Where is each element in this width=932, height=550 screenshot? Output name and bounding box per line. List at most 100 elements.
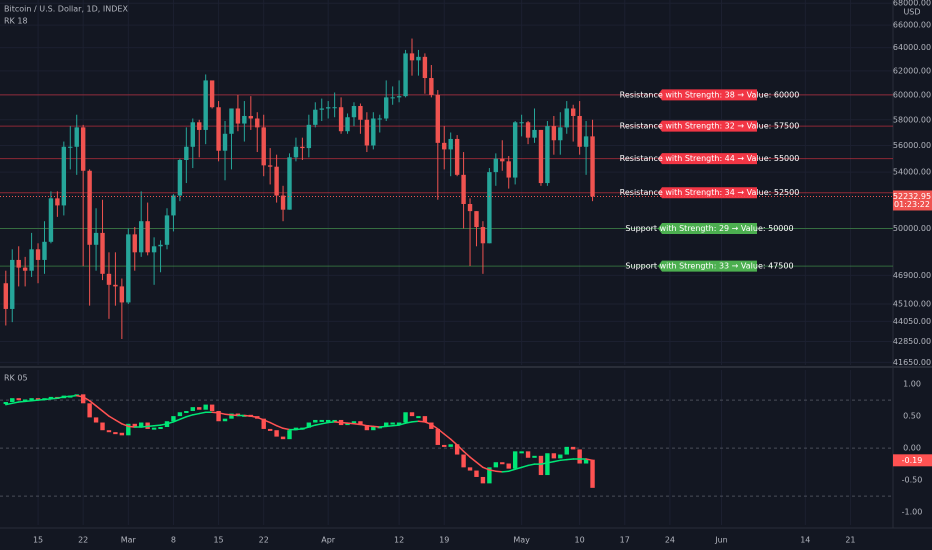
signal-line xyxy=(353,423,362,426)
candle-body xyxy=(435,94,440,143)
signal-line xyxy=(275,424,284,430)
currency-label: USD xyxy=(903,8,920,17)
oscillator-bar xyxy=(558,454,563,459)
signal-line xyxy=(301,426,310,430)
candle-body xyxy=(255,118,260,128)
level-label: Resistance with Strength: 44 → Value: 55… xyxy=(620,154,800,163)
oscillator-bar xyxy=(93,417,99,423)
candle-body xyxy=(197,122,202,130)
signal-line xyxy=(430,423,439,430)
signal-line xyxy=(224,413,233,416)
candle-body xyxy=(93,232,99,245)
oscillator-bar xyxy=(139,422,144,428)
symbol-title[interactable]: Bitcoin / U.S. Dollar, 1D, INDEX xyxy=(4,5,128,14)
signal-line xyxy=(269,421,278,427)
candle-body xyxy=(42,241,47,260)
oscillator-bar xyxy=(422,416,428,423)
candle-body xyxy=(261,127,266,166)
candle-body xyxy=(235,108,241,124)
signal-line xyxy=(75,394,84,398)
oscillator-bar xyxy=(10,398,15,403)
x-tick-label: May xyxy=(513,536,530,545)
candle-body xyxy=(229,108,234,134)
candle-body xyxy=(74,127,79,147)
signal-line xyxy=(5,402,14,406)
oscillator-bar xyxy=(454,444,460,455)
candle-body xyxy=(551,126,557,141)
oscillator-bar xyxy=(429,422,434,429)
oscillator-bar xyxy=(306,422,312,428)
signal-line xyxy=(30,399,39,402)
oscillator-bar xyxy=(570,446,576,450)
candle-body xyxy=(293,146,299,158)
oscillator-bar xyxy=(280,436,286,440)
candle-body xyxy=(100,232,105,274)
signal-line xyxy=(108,415,117,421)
oscillator-bar xyxy=(416,416,421,419)
x-tick-label: 17 xyxy=(620,536,630,545)
x-tick-label: 10 xyxy=(575,536,585,545)
candle-body xyxy=(145,221,150,253)
candle-body xyxy=(10,259,15,309)
signal-line xyxy=(333,421,342,424)
signal-line xyxy=(372,425,381,428)
candle-body xyxy=(512,122,518,178)
oscillator-bar xyxy=(87,403,92,418)
oscillator-bar xyxy=(512,451,518,469)
signal-line xyxy=(43,398,52,401)
y-tick-label: 66000.00 xyxy=(893,21,931,30)
signal-line xyxy=(140,425,149,428)
signal-line xyxy=(88,399,97,407)
oscillator-bar xyxy=(442,444,447,447)
y-tick-label: 41650.00 xyxy=(893,358,931,367)
signal-line xyxy=(385,424,394,428)
signal-line xyxy=(469,456,478,463)
candle-body xyxy=(22,267,28,271)
oscillator-bar xyxy=(113,432,118,435)
oscillator-bar xyxy=(80,394,86,404)
signal-line xyxy=(121,423,130,428)
signal-line xyxy=(379,425,387,428)
signal-line xyxy=(262,419,271,424)
oscillator-bar xyxy=(222,418,228,422)
indicator-title[interactable]: RK 18 xyxy=(4,17,28,26)
level-label: Resistance with Strength: 32 → Value: 57… xyxy=(620,122,800,131)
oscillator-title[interactable]: RK 05 xyxy=(4,374,28,383)
signal-line xyxy=(391,424,400,427)
signal-line xyxy=(295,428,304,431)
oscillator-bar xyxy=(171,416,176,422)
value-box xyxy=(893,454,932,467)
candle-body xyxy=(35,249,41,260)
candle-body xyxy=(564,108,569,128)
candle-body xyxy=(422,56,428,79)
signal-line xyxy=(540,462,549,465)
signal-line xyxy=(320,421,329,425)
x-tick-label: Apr xyxy=(321,536,336,545)
signal-line xyxy=(250,415,259,419)
oscillator-bar xyxy=(384,422,389,427)
y-tick-label: 58000.00 xyxy=(893,115,931,124)
signal-line xyxy=(101,410,110,417)
x-tick-label: 19 xyxy=(439,536,449,545)
candle-body xyxy=(358,105,363,120)
signal-line xyxy=(11,401,20,405)
signal-line xyxy=(411,420,420,423)
signal-line xyxy=(37,398,46,401)
oscillator-bar xyxy=(197,407,202,410)
oscillator-bar xyxy=(325,419,331,422)
candle-body xyxy=(545,126,550,184)
candle-body xyxy=(190,122,195,147)
signal-line xyxy=(114,419,123,425)
oscillator-bar xyxy=(119,432,125,436)
oscillator-bar xyxy=(545,453,550,476)
signal-line xyxy=(308,424,317,428)
candle-body xyxy=(474,211,479,228)
candle-body xyxy=(396,96,402,98)
oscillator-bar xyxy=(506,463,511,469)
candle-body xyxy=(519,122,524,124)
candle-body xyxy=(242,115,247,124)
oscillator-bar xyxy=(390,422,395,425)
countdown: 01:23:22 xyxy=(894,200,930,209)
signal-line xyxy=(192,412,200,416)
oscillator-bar xyxy=(358,421,363,426)
